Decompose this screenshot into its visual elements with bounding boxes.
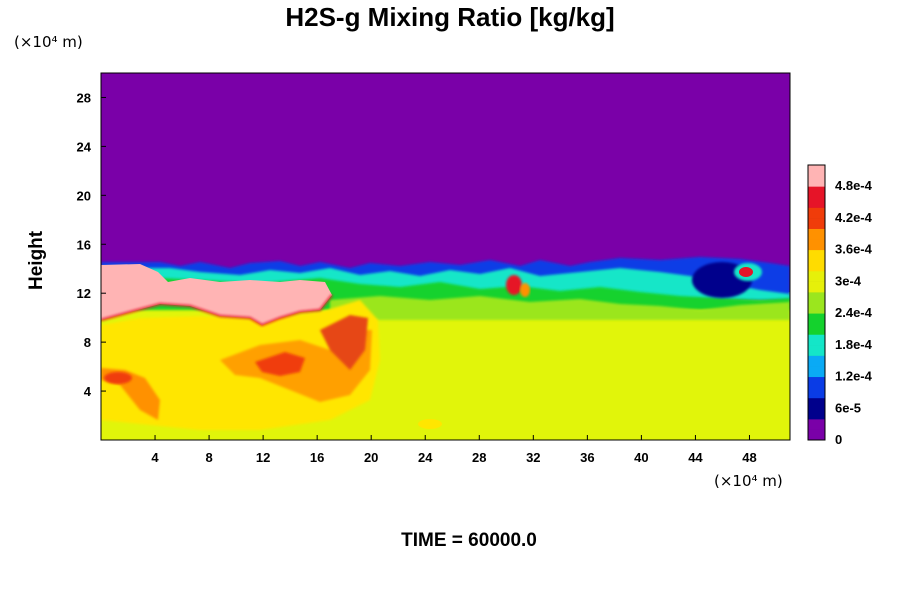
colorbar-tick-label: 4.8e-4 [835,178,873,193]
y-axis-ticks: 4 8 12 16 20 24 28 [77,90,106,399]
field-vortex-hot [739,267,753,277]
colorbar-bin [808,270,825,282]
x-axis-unit: (×10⁴ m) [714,472,783,490]
colorbar-tick-label: 0 [835,432,842,447]
x-tick-label: 32 [526,450,540,465]
colorbar-tick-label: 1.2e-4 [835,369,873,384]
y-axis-unit: (×10⁴ m) [14,33,83,51]
colorbar-bin [808,344,825,356]
field-plume-left-core [104,372,132,384]
colorbar-bin [808,387,825,399]
x-tick-label: 24 [418,450,433,465]
colorbar-tick-label: 4.2e-4 [835,210,873,225]
x-tick-label: 8 [205,450,212,465]
y-tick-label: 28 [77,90,91,105]
colorbar-tick-label: 1.8e-4 [835,337,873,352]
y-tick-label: 4 [84,384,92,399]
field-interface-lime [330,296,790,320]
colorbar-tick-label: 6e-5 [835,400,861,415]
colorbar-bin [808,281,825,293]
colorbar-bin [808,376,825,388]
colorbar-tick-label: 2.4e-4 [835,305,873,320]
x-tick-label: 40 [634,450,648,465]
field-plume-core [101,264,332,325]
colorbar-bin [808,207,825,219]
colorbar-bin [808,429,825,441]
colorbar-bin [808,302,825,314]
field-plume-red [255,352,305,376]
y-tick-label: 16 [77,237,91,252]
y-tick-label: 24 [77,139,92,154]
colorbar-bin [808,418,825,430]
x-tick-label: 44 [688,450,703,465]
colorbar-bin [808,365,825,378]
colorbar-bin [808,196,825,208]
colorbar-bin [808,239,825,251]
colorbar-bin [808,228,825,240]
colorbar-bin [808,186,825,198]
x-tick-label: 28 [472,450,486,465]
time-label: TIME = 60000.0 [401,530,537,551]
y-tick-label: 12 [77,286,91,301]
x-tick-label: 36 [580,450,594,465]
colorbar [807,164,826,441]
field-small-blob [418,419,442,429]
colorbar-bin [808,355,825,367]
colorbar-bin [808,217,825,229]
colorbar-bin [808,175,825,187]
colorbar-bin [808,165,825,177]
heatmap-field [101,73,790,440]
x-tick-label: 16 [310,450,324,465]
colorbar-bin [808,397,825,409]
x-tick-label: 20 [364,450,378,465]
x-tick-label: 48 [742,450,756,465]
colorbar-bin [808,260,825,272]
chart-title: H2S-g Mixing Ratio [kg/kg] [285,2,615,32]
x-tick-label: 4 [151,450,159,465]
colorbar-bin [808,313,825,325]
colorbar-tick-label: 3e-4 [835,273,862,288]
colorbar-bin [808,408,825,420]
colorbar-ticks: 0 6e-5 1.2e-4 1.8e-4 2.4e-4 3e-4 3.6e-4 4.2e-4 4… [835,178,873,447]
colorbar-bin [808,323,825,335]
colorbar-tick-label: 3.6e-4 [835,242,873,257]
field-warm-spot [520,283,530,297]
x-tick-label: 12 [256,450,270,465]
y-tick-label: 20 [77,188,91,203]
colorbar-bin [808,334,825,346]
field-plume-redstreak [320,315,368,370]
field-plume-core-edge [101,294,333,327]
field-hot-spot [506,275,522,295]
x-axis-ticks: 4 8 12 16 20 24 28 32 36 40 44 48 [151,435,757,465]
colorbar-frame [807,164,826,441]
plot-frame [100,72,791,441]
y-tick-label: 8 [84,335,91,350]
colorbar-bin [808,249,825,261]
colorbar-bin [808,291,825,303]
